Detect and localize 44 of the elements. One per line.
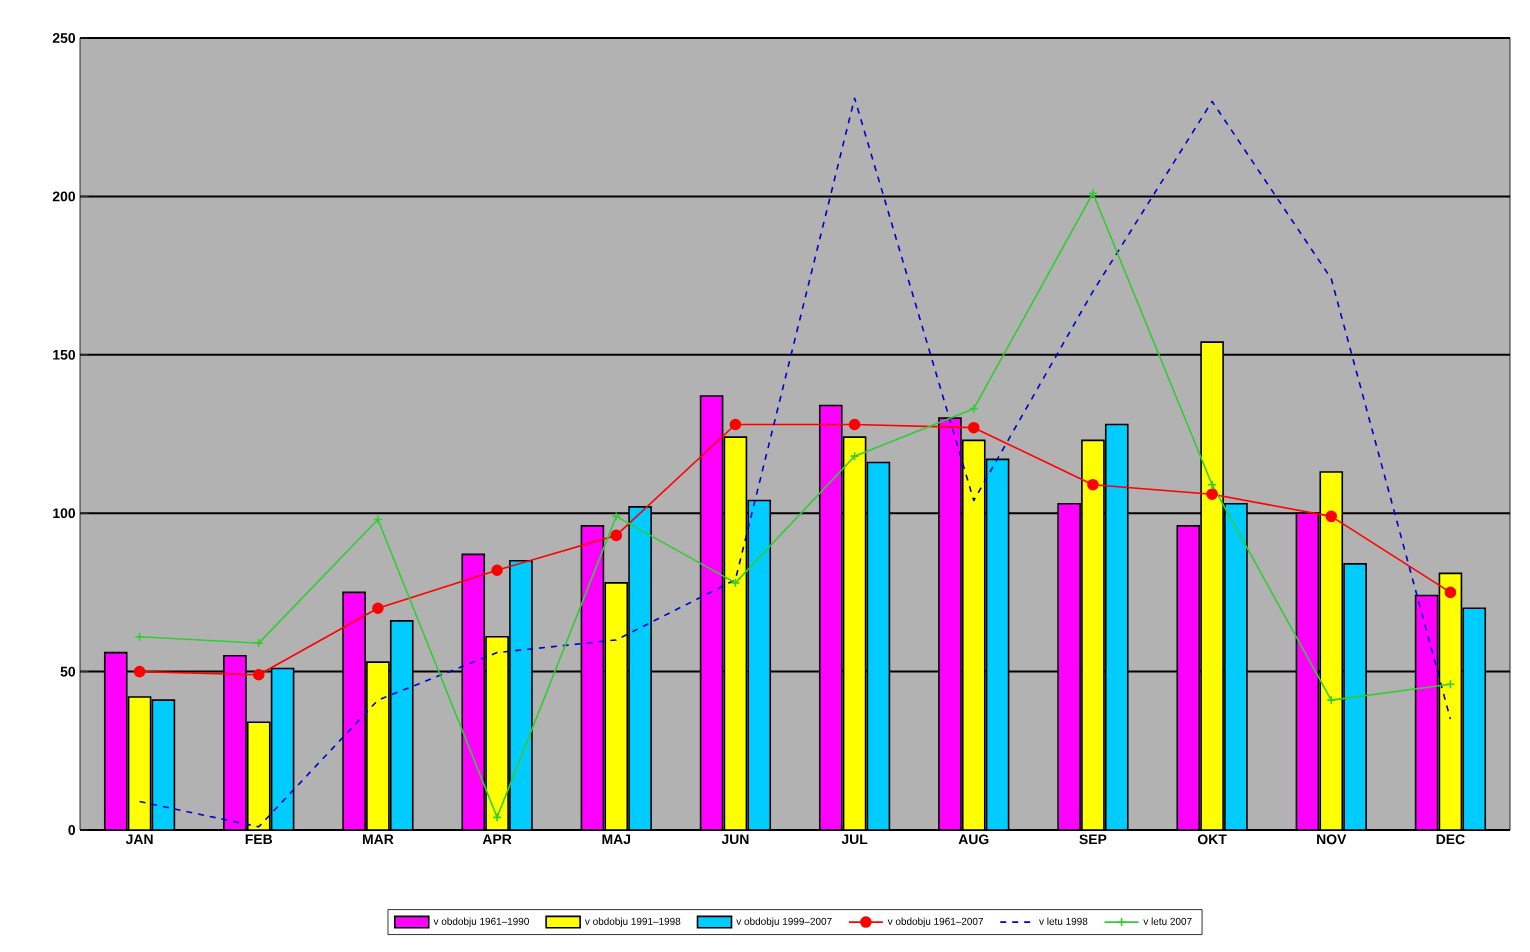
bar	[103, 651, 128, 830]
bar	[1462, 607, 1487, 830]
bar	[1343, 563, 1367, 830]
bar	[604, 582, 629, 830]
bar	[485, 635, 509, 830]
bar	[723, 436, 748, 830]
bar	[1105, 424, 1128, 830]
bar	[1081, 440, 1104, 830]
bar	[818, 404, 843, 830]
bar	[866, 461, 891, 830]
bar	[1438, 572, 1463, 830]
point	[967, 421, 980, 434]
point	[610, 529, 623, 542]
point	[491, 564, 503, 576]
bar	[1058, 503, 1081, 830]
bar	[961, 439, 986, 830]
point	[1088, 188, 1098, 199]
bar	[1295, 512, 1320, 830]
bar	[842, 436, 867, 830]
point	[1206, 488, 1218, 500]
bar	[151, 699, 176, 830]
bar	[985, 458, 1010, 830]
bar	[580, 525, 605, 830]
point	[253, 638, 264, 648]
point	[729, 418, 742, 431]
point	[1326, 695, 1337, 705]
point	[1087, 478, 1099, 491]
bar	[1176, 525, 1201, 830]
point	[1325, 510, 1338, 523]
bar	[938, 417, 962, 830]
point	[1444, 586, 1457, 599]
bar	[1414, 594, 1439, 830]
bar	[699, 395, 724, 830]
bar	[747, 499, 772, 830]
bar	[389, 620, 414, 830]
point	[372, 602, 384, 615]
bar	[1200, 341, 1224, 830]
point	[252, 668, 265, 681]
bar	[1224, 502, 1248, 830]
bar	[127, 696, 152, 830]
point	[133, 665, 146, 678]
bar	[1319, 471, 1344, 830]
bar	[270, 667, 295, 830]
point	[848, 418, 861, 431]
